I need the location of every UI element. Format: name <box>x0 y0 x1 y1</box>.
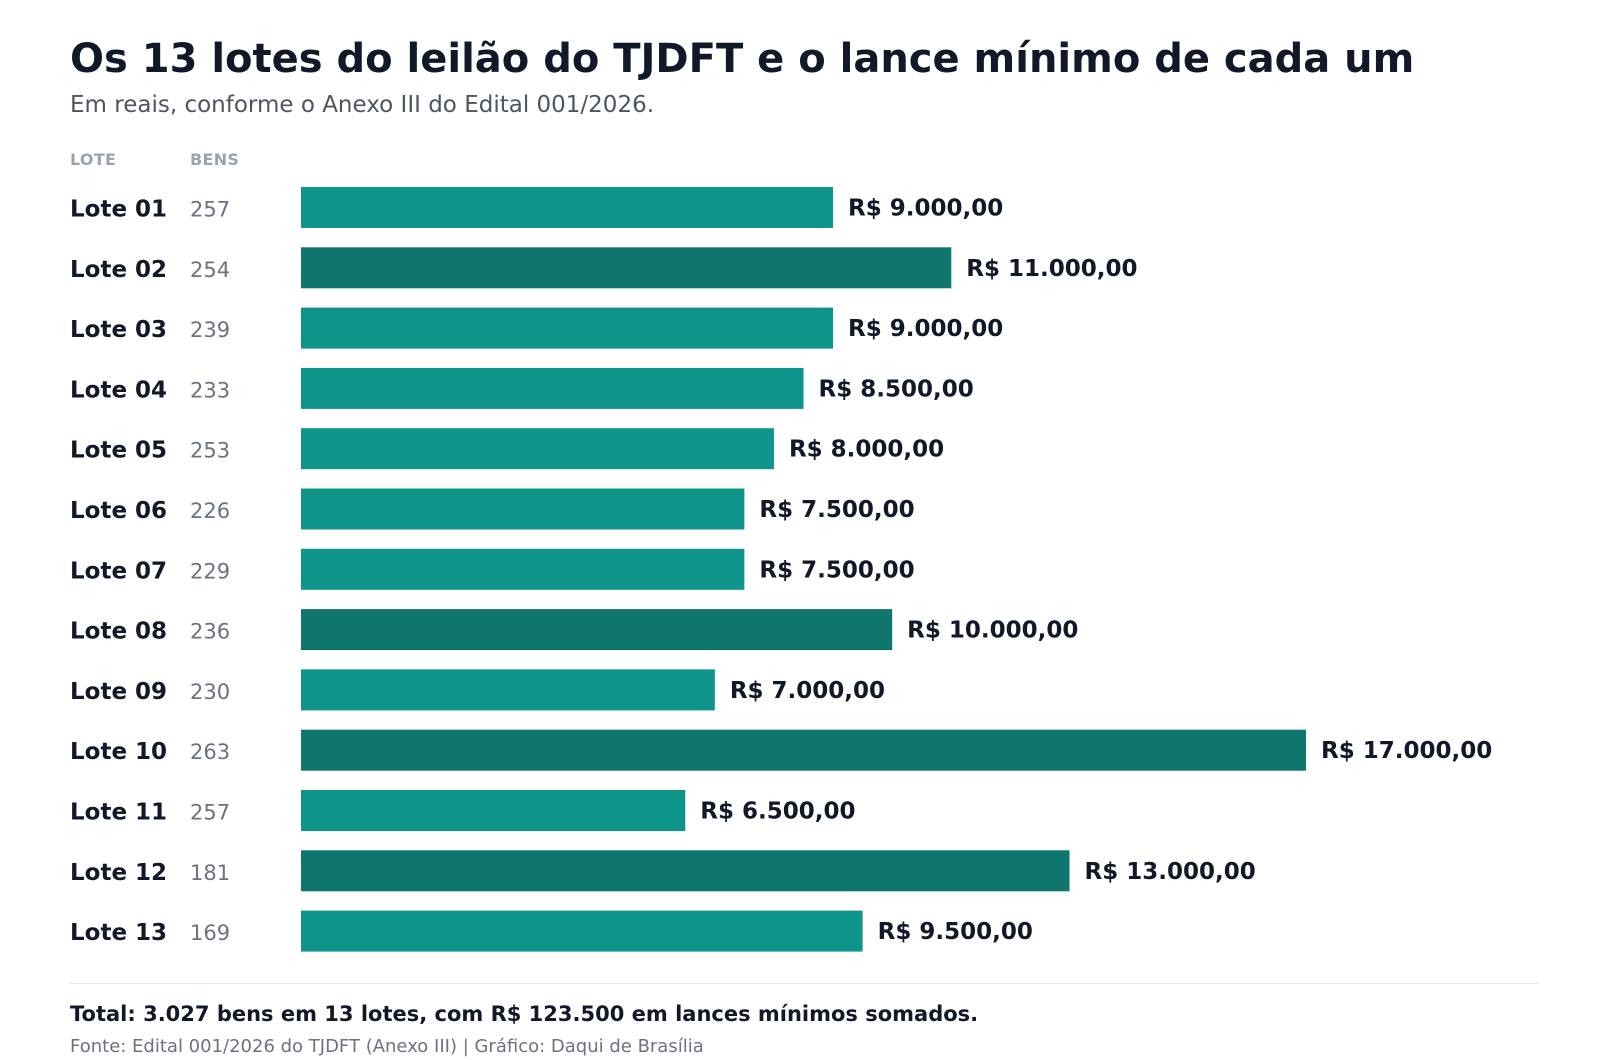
bens-count-label: 229 <box>190 559 230 583</box>
bar-chart: Lote 01 257 R$ 9.000,00 Lote 02 254 R$ 11.000… <box>70 187 1492 952</box>
bens-count-label: 233 <box>190 378 230 402</box>
value-label: R$ 7.000,00 <box>730 678 885 704</box>
category-label: Lote 02 <box>70 257 167 283</box>
column-header-lote: LOTE <box>70 150 117 169</box>
bar <box>301 729 1306 771</box>
bar <box>301 609 893 651</box>
bar <box>301 307 834 349</box>
value-label: R$ 8.000,00 <box>789 437 944 463</box>
category-label: Lote 12 <box>70 860 167 886</box>
bar <box>301 428 774 470</box>
footer-total: Total: 3.027 bens em 13 lotes, com R$ 12… <box>70 1002 979 1026</box>
bar <box>301 850 1070 892</box>
category-label: Lote 01 <box>70 197 167 223</box>
value-label: R$ 9.000,00 <box>848 196 1003 222</box>
bens-count-label: 239 <box>190 318 230 342</box>
category-label: Lote 03 <box>70 317 167 343</box>
bens-count-label: 254 <box>190 258 230 282</box>
bens-count-label: 230 <box>190 680 230 704</box>
value-label: R$ 7.500,00 <box>759 557 914 583</box>
bens-count-label: 236 <box>190 620 230 644</box>
bens-count-label: 257 <box>190 801 230 825</box>
bar <box>301 247 952 289</box>
bar <box>301 910 863 952</box>
bens-count-label: 169 <box>190 921 230 945</box>
category-label: Lote 09 <box>70 679 167 705</box>
category-label: Lote 07 <box>70 558 167 584</box>
bens-count-label: 181 <box>190 861 230 885</box>
value-label: R$ 17.000,00 <box>1321 738 1492 764</box>
bar <box>301 548 745 590</box>
value-label: R$ 9.500,00 <box>878 919 1033 945</box>
bar <box>301 669 715 711</box>
value-label: R$ 7.500,00 <box>759 497 914 523</box>
chart-title: Os 13 lotes do leilão do TJDFT e o lance… <box>70 36 1415 82</box>
column-header-bens: BENS <box>190 150 240 169</box>
bar <box>301 488 745 530</box>
value-label: R$ 8.500,00 <box>819 376 974 402</box>
bens-count-label: 257 <box>190 198 230 222</box>
value-label: R$ 9.000,00 <box>848 316 1003 342</box>
category-label: Lote 13 <box>70 920 167 946</box>
bar <box>301 790 686 831</box>
bens-count-label: 263 <box>190 740 230 764</box>
value-label: R$ 11.000,00 <box>966 256 1137 282</box>
category-label: Lote 10 <box>70 739 167 765</box>
bar <box>301 367 804 409</box>
value-label: R$ 10.000,00 <box>907 618 1078 644</box>
chart-subtitle: Em reais, conforme o Anexo III do Edital… <box>70 92 655 118</box>
category-label: Lote 08 <box>70 619 167 645</box>
bens-count-label: 253 <box>190 439 230 463</box>
category-label: Lote 11 <box>70 800 167 826</box>
footer-divider <box>70 983 1538 984</box>
category-label: Lote 05 <box>70 438 167 464</box>
bens-count-label: 226 <box>190 499 230 523</box>
footer-source: Fonte: Edital 001/2026 do TJDFT (Anexo I… <box>70 1036 704 1057</box>
value-label: R$ 6.500,00 <box>700 799 855 825</box>
bar <box>301 187 834 228</box>
value-label: R$ 13.000,00 <box>1085 859 1256 885</box>
category-label: Lote 06 <box>70 498 167 524</box>
category-label: Lote 04 <box>70 377 167 403</box>
